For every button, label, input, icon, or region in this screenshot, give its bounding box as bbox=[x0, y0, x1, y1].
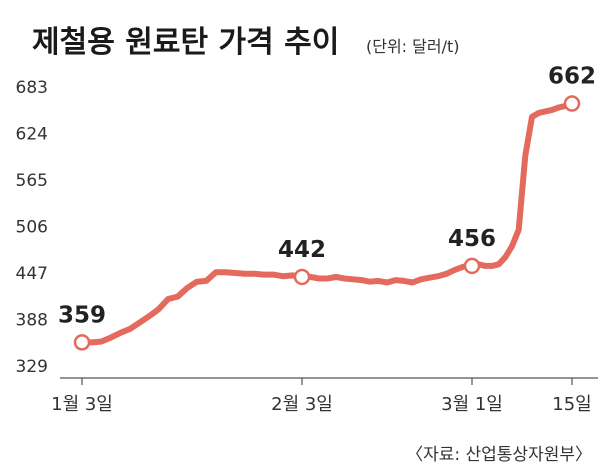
y-tick-label: 683 bbox=[16, 78, 48, 98]
series-layer bbox=[73, 95, 581, 351]
chart-title-text: 제철용 원료탄 가격 추이 bbox=[32, 25, 339, 60]
data-point-marker bbox=[73, 334, 91, 351]
data-point-marker bbox=[293, 268, 311, 286]
source-note: 〈자료: 산업통상자원부〉 bbox=[406, 445, 592, 465]
x-axis: 1월 3일 2월 3일 3월 1일 15일 bbox=[51, 377, 598, 415]
x-tick-label: 1월 3일 bbox=[51, 394, 113, 415]
data-label: 662 bbox=[548, 64, 596, 90]
x-tick-label: 3월 1일 bbox=[441, 394, 503, 415]
y-tick-label: 506 bbox=[16, 218, 48, 238]
y-tick-label: 329 bbox=[16, 357, 48, 377]
x-tick-label: 2월 3일 bbox=[271, 394, 333, 415]
data-labels: 359 442 456 662 bbox=[58, 64, 596, 329]
price-line bbox=[79, 100, 575, 346]
chart-title: 제철용 원료탄 가격 추이 (단위: 달러/t) bbox=[32, 25, 460, 60]
y-tick-label: 624 bbox=[16, 125, 48, 145]
data-label: 442 bbox=[278, 237, 326, 263]
data-label: 456 bbox=[448, 226, 496, 252]
data-point-marker bbox=[463, 257, 481, 275]
y-tick-label: 565 bbox=[16, 171, 48, 191]
y-tick-label: 388 bbox=[16, 311, 48, 331]
x-tick-label: 15일 bbox=[552, 394, 591, 415]
data-label: 359 bbox=[58, 302, 106, 328]
data-point-marker bbox=[563, 95, 581, 112]
y-tick-label: 447 bbox=[16, 264, 48, 284]
y-axis: 683 624 565 506 447 388 329 bbox=[16, 78, 48, 377]
chart-unit: (단위: 달러/t) bbox=[366, 37, 460, 56]
